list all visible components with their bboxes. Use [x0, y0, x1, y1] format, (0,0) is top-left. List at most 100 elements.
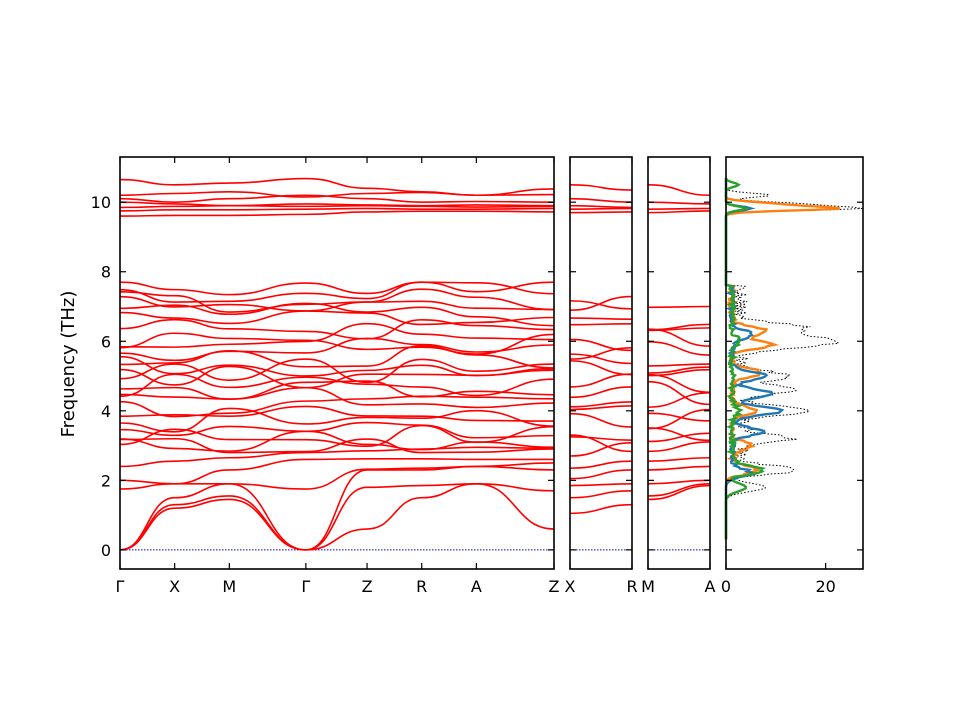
mid-band-14	[647, 323, 711, 331]
mid-band-14	[119, 337, 555, 362]
mid-band-15	[647, 305, 711, 309]
x-tick-label: M	[641, 577, 655, 596]
x-tick-label: A	[471, 577, 482, 596]
mid-band-0	[569, 441, 633, 457]
acoustic-band-1	[569, 489, 633, 499]
mid-band-2	[569, 436, 633, 441]
x-tick-label: X	[169, 577, 180, 596]
y-tick-label: 2	[101, 471, 111, 490]
mid-band-12	[647, 328, 711, 347]
mid-band-11	[647, 341, 711, 356]
mid-band-2	[119, 424, 555, 448]
mid-band-10	[119, 365, 555, 389]
x-tick-label: Γ	[301, 577, 310, 596]
mid-band-5	[569, 401, 633, 408]
optical-band-0	[647, 210, 711, 214]
dos-series-3	[724, 177, 766, 540]
dos-x-tick-label: 20	[815, 577, 835, 596]
panel-frame	[569, 156, 633, 570]
optical-band-2	[119, 204, 555, 209]
low-band-2	[119, 446, 555, 468]
y-tick-label: 0	[101, 541, 111, 560]
mid-band-22	[119, 281, 555, 303]
mid-band-1	[569, 434, 633, 453]
x-tick-label: R	[626, 577, 637, 596]
mid-band-4	[569, 405, 633, 411]
panel-frame	[119, 156, 555, 570]
mid-band-23	[119, 281, 555, 296]
mid-band-3	[647, 408, 711, 430]
mid-band-6	[569, 386, 633, 399]
mid-band-4	[119, 407, 555, 433]
mid-band-13	[119, 344, 555, 369]
low-band-0	[119, 462, 555, 490]
mid-band-4	[647, 412, 711, 422]
panel-frame	[647, 156, 711, 570]
dos-series-0	[725, 177, 863, 540]
optical-band-0	[119, 210, 555, 217]
x-tick-label: Z	[549, 577, 560, 596]
mid-band-1	[647, 432, 711, 443]
mid-band-7	[569, 373, 633, 388]
optical-band-4	[569, 184, 633, 191]
mid-band-14	[569, 295, 633, 311]
optical-band-1	[119, 207, 555, 212]
mid-band-11	[569, 338, 633, 352]
mid-band-7	[647, 373, 711, 394]
low-band-1	[119, 457, 554, 485]
mid-band-8	[647, 366, 711, 374]
band-panel-path1: Γ X M Γ Z R A Z 0 2 4 6 8 10	[91, 156, 560, 596]
x-tick-label: Γ	[116, 577, 125, 596]
acoustic-band-1	[119, 483, 555, 551]
dos-frame	[725, 156, 864, 570]
acoustic-band-4	[569, 460, 633, 469]
x-tick-label: X	[565, 577, 576, 596]
mid-band-3	[569, 412, 633, 428]
acoustic-band-2	[569, 483, 633, 487]
y-tick-label: 8	[101, 263, 111, 282]
optical-band-0	[569, 211, 633, 214]
mid-band-11	[119, 358, 555, 384]
optical-band-2	[647, 201, 711, 205]
dos-x-tick-label: 0	[721, 577, 731, 596]
mid-band-17	[119, 318, 555, 340]
mid-band-5	[119, 405, 555, 422]
y-tick-label: 6	[101, 332, 111, 351]
optical-band-1	[569, 207, 633, 210]
acoustic-band-1	[647, 483, 711, 497]
mid-band-13	[569, 317, 633, 321]
mid-band-9	[119, 373, 555, 398]
mid-band-0	[119, 437, 555, 454]
mid-band-0	[647, 441, 711, 453]
optical-band-4	[119, 194, 555, 203]
optical-band-1	[647, 207, 711, 210]
y-tick-label: 10	[91, 193, 111, 212]
optical-band-2	[569, 204, 633, 209]
acoustic-band-3	[569, 469, 633, 480]
acoustic-band-0	[647, 484, 711, 501]
mid-band-15	[569, 300, 633, 310]
mid-band-10	[569, 347, 633, 360]
acoustic-band-2	[647, 479, 711, 485]
mid-band-12	[569, 323, 633, 326]
acoustic-band-4	[647, 456, 711, 463]
mid-band-12	[119, 355, 555, 377]
x-tick-label: R	[416, 577, 427, 596]
mid-band-21	[119, 288, 555, 313]
acoustic-band-0	[569, 503, 633, 515]
mid-band-15	[119, 332, 555, 355]
mid-band-20	[119, 295, 555, 312]
x-tick-label: A	[705, 577, 716, 596]
mid-band-7	[119, 386, 555, 409]
acoustic-band-3	[647, 465, 711, 471]
mid-band-6	[647, 380, 711, 406]
mid-band-10	[647, 363, 711, 367]
mid-band-18	[119, 310, 555, 326]
mid-band-5	[647, 391, 711, 408]
x-tick-label: Z	[362, 577, 373, 596]
x-tick-label: M	[222, 577, 236, 596]
